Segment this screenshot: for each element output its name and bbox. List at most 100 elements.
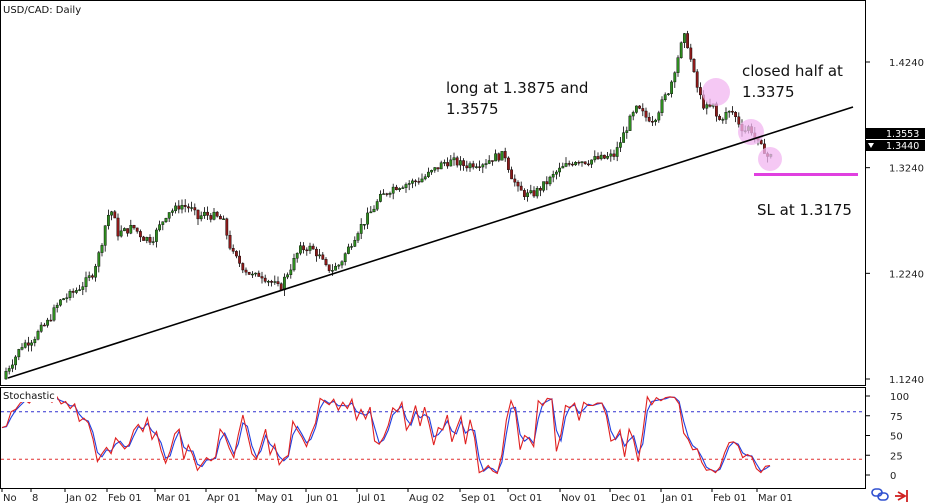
candle-body — [395, 186, 398, 191]
candle-body — [734, 112, 738, 118]
candle-body — [299, 245, 302, 254]
candle-body — [4, 371, 8, 380]
candle-body — [724, 112, 728, 120]
candle-body — [250, 273, 254, 276]
time-axis-label: Mar 01 — [758, 493, 793, 503]
candle-body — [23, 342, 27, 348]
stochastic-group — [1, 394, 865, 475]
candle-body — [759, 139, 763, 145]
candle-body — [558, 167, 562, 173]
candle-body — [167, 212, 171, 219]
time-axis-label: Jun 01 — [306, 493, 339, 503]
candle-body — [683, 33, 686, 43]
candle-body — [65, 297, 69, 299]
candle-body — [33, 339, 37, 344]
candle-body — [372, 208, 376, 213]
candle-body — [78, 289, 82, 291]
candle-body — [679, 42, 683, 58]
candle-body — [343, 253, 347, 262]
highlight-circle — [702, 78, 730, 106]
candle-body — [353, 240, 357, 247]
candle-body — [609, 153, 613, 157]
current-price-box-2 — [866, 140, 925, 151]
axes-group: 1.4240 1.3240 1.2240 1.1240 100 75 50 25 0 No 8 Jan… — [1, 58, 924, 503]
time-axis-label: Feb 01 — [713, 493, 747, 503]
candle-body — [158, 224, 161, 231]
stochastic-axis-label: 25 — [890, 451, 903, 462]
scroll-end-icon[interactable] — [895, 490, 908, 502]
candle-body — [337, 264, 341, 267]
candle-body — [452, 157, 456, 161]
candle-body — [183, 205, 187, 207]
candle-body — [388, 193, 392, 195]
candle-body — [7, 368, 11, 372]
candle-body — [46, 319, 50, 326]
candle-body — [481, 164, 485, 168]
candle-body — [590, 159, 594, 165]
candle-body — [20, 347, 24, 350]
candle-body — [81, 286, 85, 290]
candle-body — [449, 159, 453, 167]
candle-body — [535, 188, 539, 197]
candle-body — [721, 119, 725, 121]
candle-body — [526, 192, 530, 197]
candle-body — [359, 224, 363, 234]
stochastic-k-line — [1, 394, 771, 475]
time-axis-label: Jul 01 — [357, 493, 386, 503]
candle-body — [433, 167, 437, 171]
candle-body — [619, 142, 622, 148]
candle-body — [647, 116, 651, 122]
candle-body — [737, 116, 741, 125]
time-axis-label: Sep 01 — [461, 493, 496, 503]
candle-body — [612, 153, 616, 157]
candle-body — [43, 324, 46, 327]
candle-body — [100, 245, 104, 253]
overlays-group — [7, 78, 858, 379]
candle-body — [145, 237, 149, 241]
candle-body — [379, 193, 382, 202]
candle-body — [276, 281, 280, 284]
candle-body — [673, 72, 677, 83]
candle-body — [423, 176, 427, 180]
current-price-label-2: 1.3440 — [886, 141, 919, 152]
candle-body — [228, 235, 232, 249]
candle-body — [132, 225, 136, 229]
candle-body — [487, 160, 491, 164]
candle-body — [414, 180, 417, 183]
candle-body — [484, 163, 488, 165]
candle-body — [138, 231, 142, 238]
candle-body — [529, 190, 533, 194]
candle-body — [142, 236, 145, 241]
candle-body — [689, 47, 693, 60]
candle-body — [52, 307, 56, 321]
long-entry-annotation-line2: 1.3575 — [446, 100, 499, 118]
candle-body — [695, 71, 699, 88]
candle-body — [465, 165, 469, 169]
candle-body — [238, 255, 241, 264]
candle-body — [478, 166, 481, 168]
candle-body — [164, 218, 168, 222]
candle-body — [302, 245, 305, 251]
current-price-box-1 — [866, 128, 925, 139]
candle-body — [222, 218, 225, 220]
trendline — [7, 106, 854, 379]
candle-body — [244, 269, 248, 273]
time-axis-label: Feb 01 — [108, 493, 142, 503]
highlight-circle — [738, 119, 764, 145]
candle-body — [404, 184, 408, 188]
candle-body — [631, 112, 635, 117]
candle-body — [212, 211, 216, 220]
candle-body — [202, 211, 206, 216]
link-icon[interactable] — [871, 488, 889, 501]
candle-body — [625, 130, 629, 133]
candle-body — [411, 180, 414, 184]
candle-body — [516, 181, 520, 187]
price-axis-label: 1.2240 — [889, 269, 924, 280]
candle-body — [670, 81, 674, 94]
price-axis-label: 1.3240 — [889, 164, 924, 175]
candle-body — [398, 188, 401, 191]
candle-body — [318, 254, 321, 257]
candle-body — [49, 319, 53, 322]
candle-body — [462, 160, 465, 166]
candle-body — [327, 264, 331, 271]
